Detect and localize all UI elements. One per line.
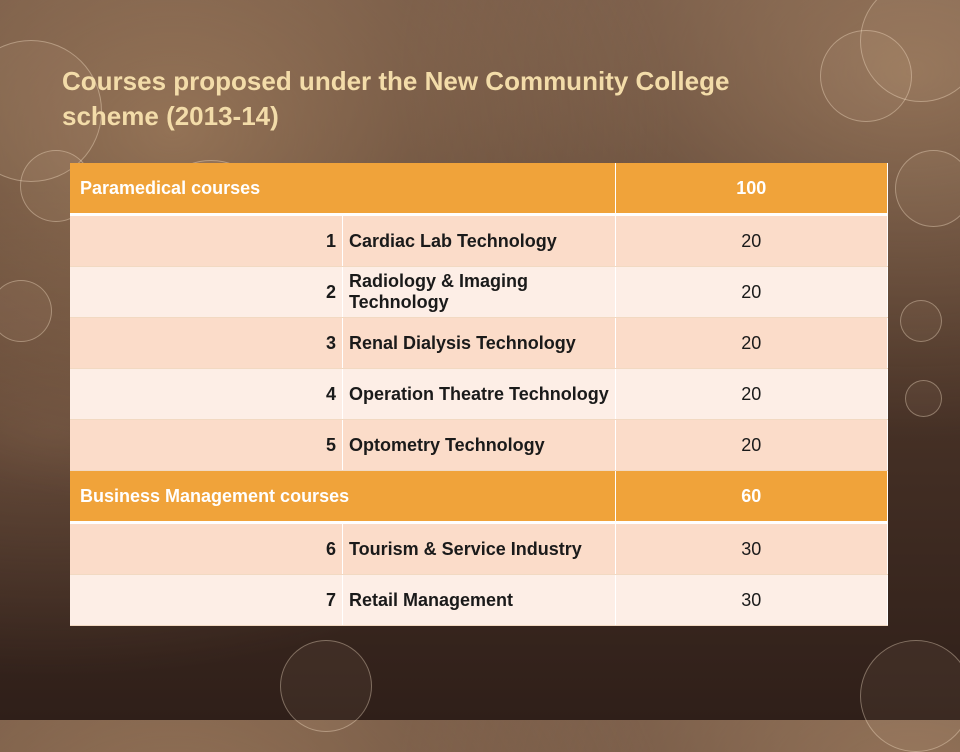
course-seats: 20 (615, 317, 888, 369)
row-number: 4 (70, 368, 343, 420)
table-row: 3 Renal Dialysis Technology 20 (70, 317, 888, 369)
slide-title: Courses proposed under the New Community… (62, 66, 730, 131)
courses-table: Paramedical courses 100 1 Cardiac Lab Te… (70, 163, 888, 626)
table-row: 6 Tourism & Service Industry 30 (70, 522, 888, 575)
course-name: Radiology & Imaging Technology (342, 266, 616, 318)
section-header-paramedical: Paramedical courses 100 (70, 163, 888, 216)
section-label: Business Management courses (70, 470, 616, 524)
course-seats: 20 (615, 419, 888, 471)
course-name: Retail Management (342, 574, 616, 626)
course-seats: 20 (615, 214, 888, 267)
section-header-business: Business Management courses 60 (70, 470, 888, 524)
row-number: 5 (70, 419, 343, 471)
course-name: Renal Dialysis Technology (342, 317, 616, 369)
row-number: 2 (70, 266, 343, 318)
course-name: Cardiac Lab Technology (342, 214, 616, 267)
row-number: 1 (70, 214, 343, 267)
table-row: 4 Operation Theatre Technology 20 (70, 368, 888, 420)
course-seats: 30 (615, 522, 888, 575)
table-row: 1 Cardiac Lab Technology 20 (70, 214, 888, 267)
table-row: 5 Optometry Technology 20 (70, 419, 888, 471)
table-row: 7 Retail Management 30 (70, 574, 888, 626)
course-seats: 30 (615, 574, 888, 626)
row-number: 7 (70, 574, 343, 626)
table-row: 2 Radiology & Imaging Technology 20 (70, 266, 888, 318)
row-number: 6 (70, 522, 343, 575)
section-total: 60 (615, 470, 888, 524)
course-name: Operation Theatre Technology (342, 368, 616, 420)
section-total: 100 (615, 163, 888, 216)
section-label: Paramedical courses (70, 163, 616, 216)
course-name: Tourism & Service Industry (342, 522, 616, 575)
course-seats: 20 (615, 266, 888, 318)
course-seats: 20 (615, 368, 888, 420)
course-name: Optometry Technology (342, 419, 616, 471)
row-number: 3 (70, 317, 343, 369)
